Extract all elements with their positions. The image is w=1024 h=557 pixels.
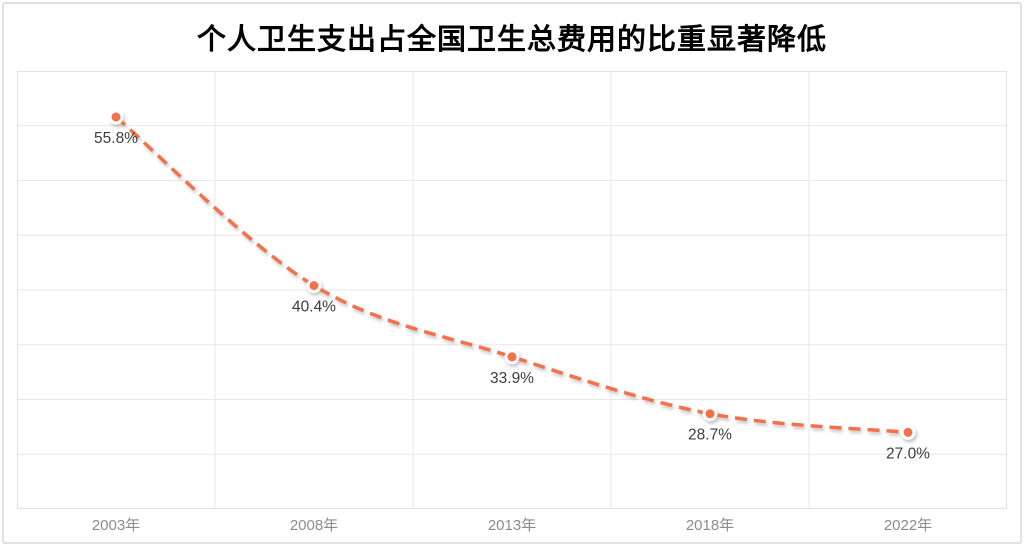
data-point-marker xyxy=(108,109,124,125)
data-point-marker xyxy=(306,278,322,294)
chart-title: 个人卫生支出占全国卫生总费用的比重显著降低 xyxy=(196,24,827,56)
data-point-marker xyxy=(900,424,916,440)
data-point-label: 40.4% xyxy=(292,299,336,316)
data-point-marker xyxy=(504,349,520,365)
x-axis-label: 2022年 xyxy=(883,517,933,534)
plot-area: 55.8% 40.4% 33.9% 28.7% 27.0% xyxy=(17,71,1007,509)
data-point-marker xyxy=(702,406,718,422)
data-point-label: 28.7% xyxy=(688,427,732,444)
trend-series xyxy=(108,109,916,440)
x-axis-label: 2018年 xyxy=(685,517,735,534)
trend-line xyxy=(114,115,909,435)
line-chart-svg: 55.8% 40.4% 33.9% 28.7% 27.0% xyxy=(17,71,1007,509)
data-point-label: 33.9% xyxy=(490,370,534,387)
x-axis-label: 2008年 xyxy=(289,517,339,534)
data-point-label: 55.8% xyxy=(94,130,138,147)
plot-border xyxy=(17,71,1007,509)
data-point-label: 27.0% xyxy=(886,445,930,462)
chart-card: 个人卫生支出占全国卫生总费用的比重显著降低 55.8% 40.4% 33.9% 28.… xyxy=(2,2,1022,544)
x-axis: 2003年 2008年 2013年 2018年 2022年 xyxy=(17,509,1007,543)
x-axis-label: 2003年 xyxy=(91,517,141,534)
x-axis-label: 2013年 xyxy=(487,517,537,534)
